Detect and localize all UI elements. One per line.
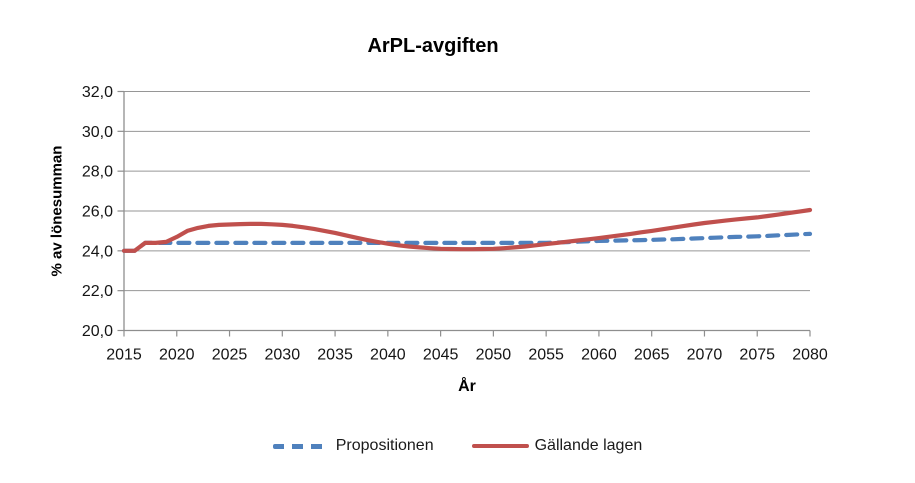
gallande-lagen-solid-line-sample bbox=[471, 444, 529, 448]
y-tick-label: 20,0 bbox=[82, 323, 113, 340]
legend: Propositionen Gällande lagen bbox=[0, 437, 915, 455]
x-tick-label: 2035 bbox=[317, 347, 353, 364]
y-tick-label: 26,0 bbox=[82, 204, 113, 221]
y-tick-label: 28,0 bbox=[82, 164, 113, 181]
x-tick-label: 2065 bbox=[634, 347, 670, 364]
propositionen-dashed-line-sample bbox=[272, 443, 330, 449]
x-tick-label: 2045 bbox=[423, 347, 459, 364]
y-tick-label: 30,0 bbox=[82, 124, 113, 141]
y-tick-label: 32,0 bbox=[82, 84, 113, 101]
x-axis-title: År bbox=[458, 378, 476, 395]
legend-label-propositionen: Propositionen bbox=[335, 437, 434, 454]
x-tick-label: 2075 bbox=[739, 347, 775, 364]
x-tick-label: 2070 bbox=[687, 347, 723, 364]
x-tick-label: 2055 bbox=[528, 347, 564, 364]
x-tick-label: 2020 bbox=[159, 347, 195, 364]
x-tick-label: 2040 bbox=[370, 347, 406, 364]
chart-title: ArPL-avgiften bbox=[367, 35, 499, 57]
x-tick-label: 2080 bbox=[792, 347, 828, 364]
series-line-propositionen bbox=[121, 231, 813, 253]
y-tick-label: 24,0 bbox=[82, 243, 113, 260]
x-tick-label: 2015 bbox=[106, 347, 142, 364]
x-tick-label: 2025 bbox=[212, 347, 248, 364]
legend-label-gallande-lagen: Gällande lagen bbox=[534, 437, 643, 454]
x-tick-label: 2060 bbox=[581, 347, 617, 364]
legend-item-propositionen: Propositionen bbox=[272, 437, 434, 455]
x-tick-label: 2030 bbox=[265, 347, 301, 364]
legend-item-gallande-lagen: Gällande lagen bbox=[471, 437, 643, 455]
x-tick-label: 2050 bbox=[476, 347, 512, 364]
series-line-g-llande-lagen bbox=[121, 207, 813, 253]
y-tick-label: 22,0 bbox=[82, 283, 113, 300]
